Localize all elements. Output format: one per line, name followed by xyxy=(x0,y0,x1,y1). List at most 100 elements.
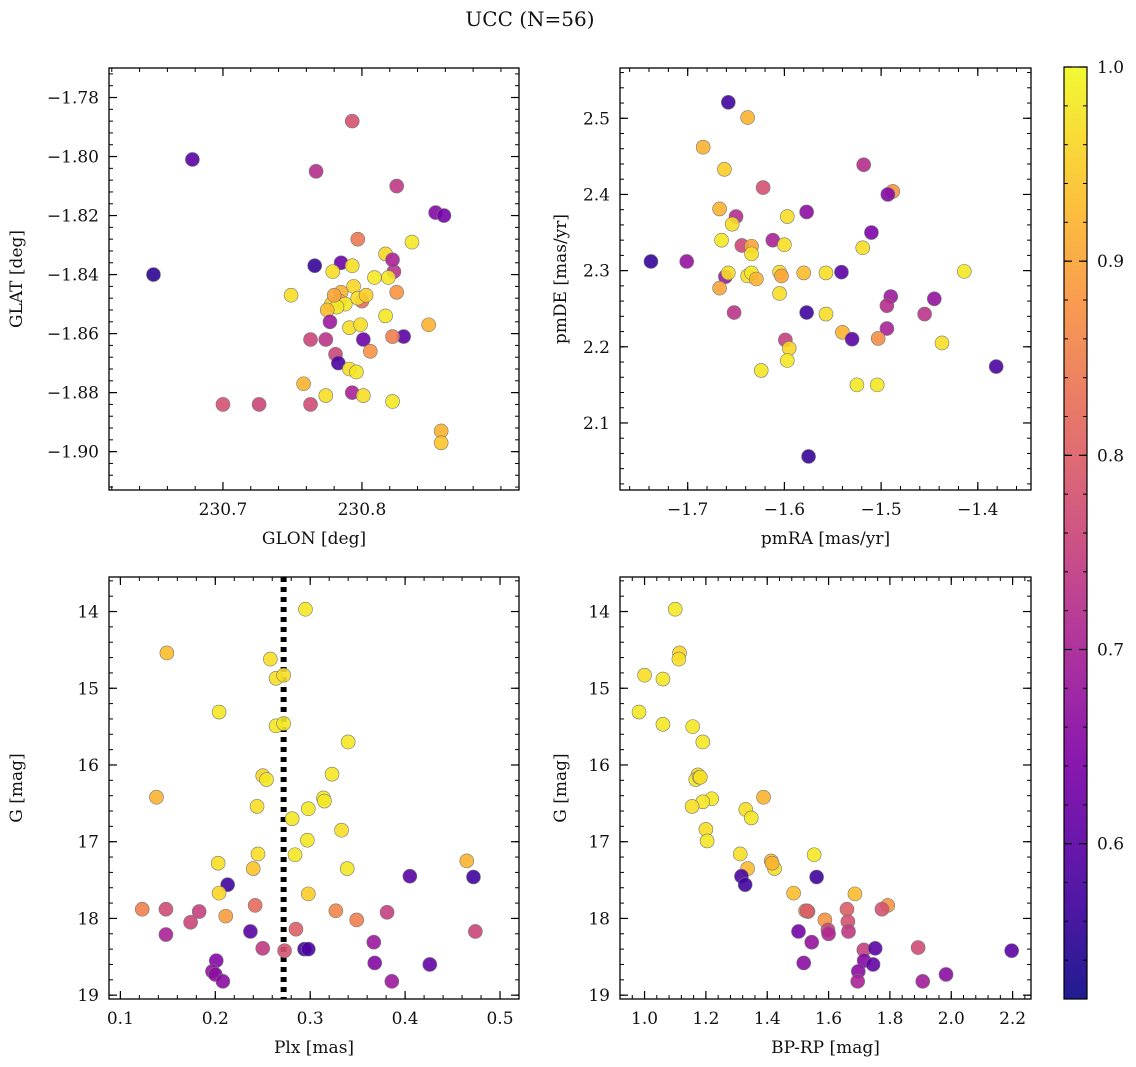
scatter-point xyxy=(301,886,316,902)
colorbar-tick-label: 0.7 xyxy=(1097,641,1124,661)
scatter-point xyxy=(328,903,344,919)
scatter-point xyxy=(459,853,475,869)
scatter-point xyxy=(1004,943,1019,958)
scatter-point xyxy=(988,359,1004,374)
y-tick-label: 14 xyxy=(77,603,99,623)
scatter-point xyxy=(298,601,313,617)
scatter-point xyxy=(149,789,164,805)
scatter-point xyxy=(780,209,795,224)
scatter-point xyxy=(910,940,926,955)
x-tick-label: 230.8 xyxy=(338,500,387,520)
x-axis-label: BP-RP [mag] xyxy=(771,1038,880,1058)
y-tick-label: −1.86 xyxy=(47,325,99,345)
scatter-point xyxy=(721,265,736,281)
scatter-point xyxy=(870,331,886,346)
scatter-point xyxy=(340,734,356,750)
x-tick-label: −1.5 xyxy=(860,500,901,520)
scatter-point xyxy=(818,265,834,281)
scatter-point xyxy=(777,237,792,253)
scatter-point xyxy=(287,847,303,863)
scatter-point xyxy=(251,397,267,412)
y-tick-label: 19 xyxy=(77,986,99,1006)
x-tick-label: 1.8 xyxy=(876,1009,903,1029)
scatter-point xyxy=(349,364,364,380)
x-axis-label: Plx [mas] xyxy=(274,1038,354,1058)
scatter-point xyxy=(804,934,819,950)
scatter-point xyxy=(353,317,368,333)
scatter-point xyxy=(796,265,812,281)
scatter-point xyxy=(841,924,856,939)
scatter-point xyxy=(849,377,865,393)
scatter-point xyxy=(806,847,822,863)
scatter-point xyxy=(215,397,231,412)
scatter-point xyxy=(159,645,175,661)
scatter-point xyxy=(818,306,834,322)
scatter-point xyxy=(259,772,274,787)
axes-frame xyxy=(108,576,520,1000)
scatter-point xyxy=(318,332,334,347)
x-tick-label: 0.5 xyxy=(486,1009,513,1029)
scatter-point xyxy=(421,317,436,333)
scatter-point xyxy=(303,332,318,347)
scatter-point xyxy=(753,363,769,378)
x-tick-label: 0.1 xyxy=(107,1009,134,1029)
colorbar-tick-label: 0.8 xyxy=(1097,446,1124,466)
y-tick-label: 19 xyxy=(588,986,610,1006)
scatter-point xyxy=(308,163,324,179)
x-tick-label: 1.0 xyxy=(631,1009,658,1029)
scatter-point xyxy=(938,967,954,982)
scatter-point xyxy=(422,957,438,972)
scatter-point xyxy=(643,254,659,269)
scatter-point xyxy=(671,651,687,667)
scatter-points xyxy=(631,601,1019,989)
scatter-point xyxy=(349,912,365,928)
x-tick-label: 0.4 xyxy=(392,1009,419,1029)
scatter-point xyxy=(381,270,396,285)
y-tick-label: 2.3 xyxy=(583,262,610,282)
scatter-point xyxy=(283,287,299,303)
scatter-point xyxy=(249,799,265,814)
scatter-point xyxy=(655,671,671,687)
scatter-point xyxy=(756,789,771,805)
scatter-point xyxy=(714,232,729,248)
scatter-point xyxy=(684,799,700,814)
scatter-point xyxy=(774,268,789,284)
scatter-point xyxy=(344,258,360,274)
scatter-point xyxy=(277,943,292,958)
axes-frame xyxy=(619,576,1032,1000)
scatter-point xyxy=(631,704,647,720)
scatter-point xyxy=(250,846,266,862)
y-axis-label: G [mag] xyxy=(7,753,27,822)
scatter-point xyxy=(210,855,226,871)
x-tick-label: 2.0 xyxy=(938,1009,965,1029)
x-tick-label: −1.6 xyxy=(764,500,805,520)
scatter-point xyxy=(796,955,812,971)
scatter-point xyxy=(917,306,932,322)
y-tick-label: 16 xyxy=(77,756,99,776)
colorbar-ticks: 0.6 0.7 0.8 0.9 1.0 xyxy=(1064,58,1124,961)
scatter-point xyxy=(317,793,332,809)
scatter-point xyxy=(749,271,764,287)
scatter-point xyxy=(874,901,890,917)
colorbar-tick-label: 0.9 xyxy=(1097,252,1124,272)
x-tick-label: 2.2 xyxy=(999,1009,1026,1029)
scatter-point xyxy=(245,861,261,876)
y-tick-label: −1.90 xyxy=(47,443,99,463)
x-tick-label: 230.7 xyxy=(199,500,248,520)
scatter-point xyxy=(389,178,404,194)
scatter-point xyxy=(685,719,700,734)
scatter-point xyxy=(926,291,942,307)
scatter-point xyxy=(637,667,652,683)
y-tick-label: −1.78 xyxy=(47,89,99,109)
scatter-point xyxy=(185,152,200,167)
figure-title: UCC (N=56) xyxy=(465,7,594,31)
scatter-point xyxy=(799,903,815,919)
scatter-point xyxy=(218,908,234,924)
y-axis-label: G [mag] xyxy=(551,753,571,822)
scatter-point xyxy=(367,955,383,971)
y-tick-label: 2.1 xyxy=(583,414,610,434)
scatter-point xyxy=(864,225,879,240)
scatter-point xyxy=(385,329,400,344)
scatter-point xyxy=(717,162,732,177)
